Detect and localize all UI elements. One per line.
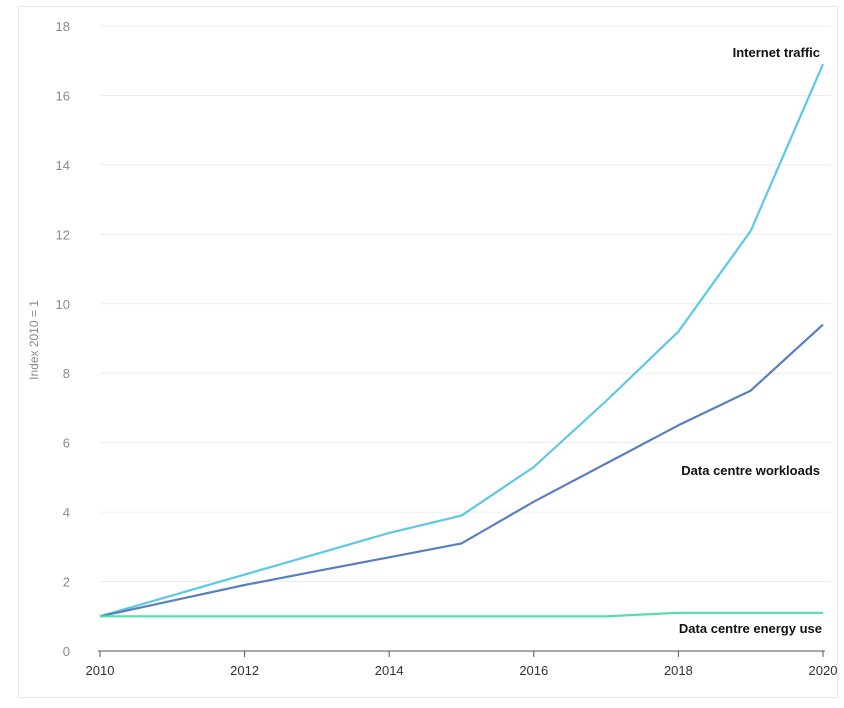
x-tick-label-2012: 2012 (230, 663, 259, 678)
x-tick-label-2016: 2016 (519, 663, 548, 678)
y-tick-label-8: 8 (63, 366, 70, 381)
y-tick-label-18: 18 (56, 19, 70, 34)
x-tick-label-2020: 2020 (809, 663, 838, 678)
y-tick-label-0: 0 (63, 644, 70, 659)
series-label-data-centre-workloads: Data centre workloads (681, 463, 820, 478)
y-tick-label-14: 14 (56, 158, 70, 173)
chart-frame (18, 6, 838, 698)
gridlines (100, 25, 831, 583)
series-label-data-centre-energy-use: Data centre energy use (679, 621, 822, 636)
series-label-internet-traffic: Internet traffic (733, 45, 820, 60)
series-line-internet-traffic (99, 63, 825, 618)
x-tick-label-2014: 2014 (375, 663, 404, 678)
series-lines (99, 63, 825, 618)
series-labels: Internet traffic Data centre workloads Dat… (679, 45, 822, 636)
series-line-data-centre-workloads (99, 323, 824, 618)
y-tick-label-16: 16 (56, 88, 70, 103)
y-tick-label-2: 2 (63, 575, 70, 590)
series-line-data-centre-energy-use (100, 611, 823, 618)
x-tick-label-2018: 2018 (664, 663, 693, 678)
y-axis-label: Index 2010 = 1 (27, 300, 41, 380)
x-tick-label-2010: 2010 (86, 663, 115, 678)
axes: 0 2 4 6 8 10 12 14 16 18 2010 2012 2014 2016 2018 2020 (56, 19, 838, 678)
y-tick-label-10: 10 (56, 297, 70, 312)
y-tick-label-12: 12 (56, 227, 70, 242)
y-tick-label-4: 4 (63, 505, 70, 520)
y-tick-label-6: 6 (63, 436, 70, 451)
